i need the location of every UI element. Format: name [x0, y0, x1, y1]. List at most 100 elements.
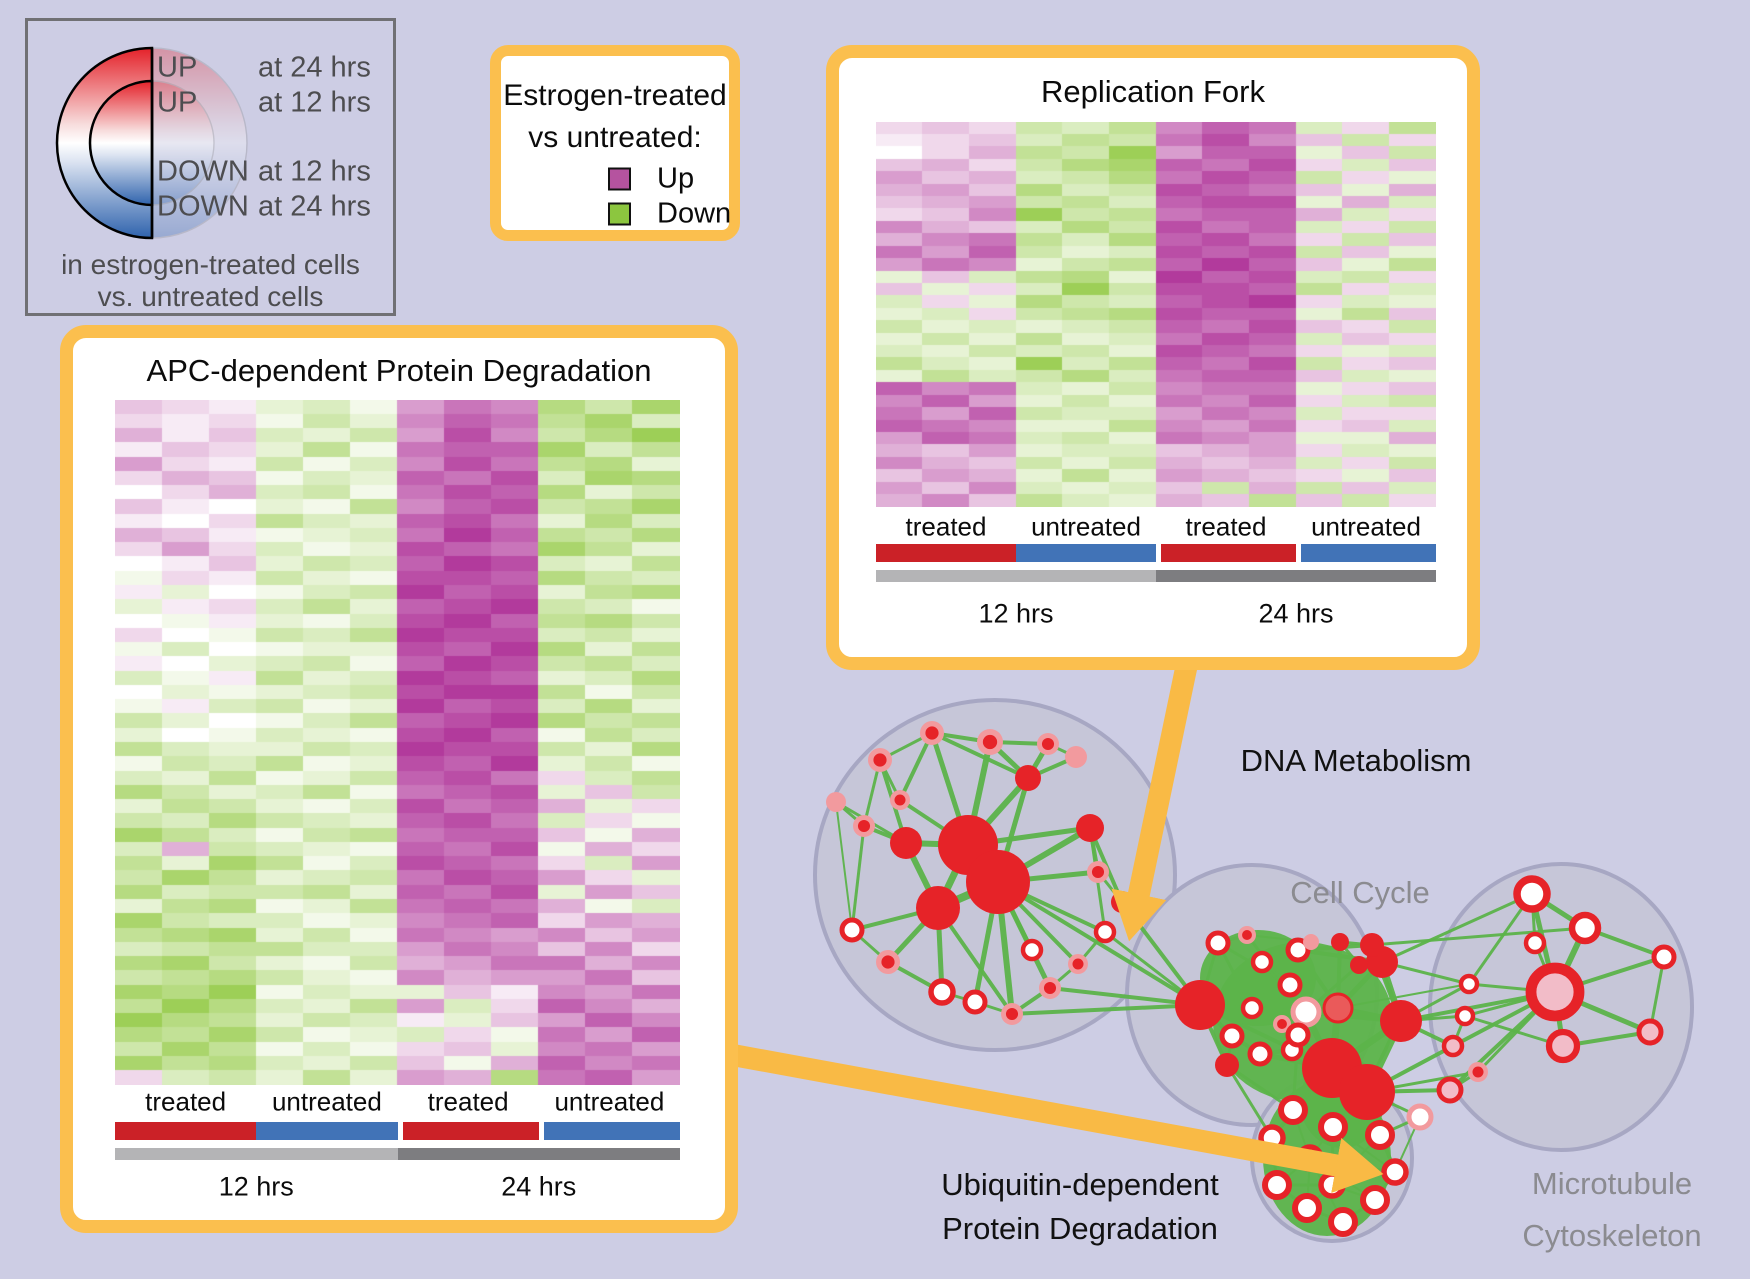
- condition-bar-treated: [1161, 544, 1296, 562]
- gene-node-ring: [1277, 972, 1303, 998]
- cluster-label-ubiquitin-protein-degradation: Ubiquitin-dependent: [941, 1167, 1219, 1202]
- gene-node-ring: [1285, 1022, 1311, 1048]
- apc-heatmap: [115, 400, 680, 1085]
- gene-node-ring: [1458, 973, 1480, 995]
- gene-node-ring: [1523, 931, 1547, 955]
- gene-node-ring: [1205, 930, 1231, 956]
- direction-label: UP: [157, 51, 198, 84]
- condition-label: treated: [1185, 511, 1267, 542]
- gene-node-ring: [1318, 1171, 1346, 1199]
- gene-node-halo-core: [982, 734, 998, 750]
- gene-node-pale-ring: [1290, 996, 1322, 1028]
- down-color-swatch: [608, 202, 631, 226]
- network-edge: [996, 880, 1202, 1007]
- gene-node-pale-ring: [1406, 1103, 1434, 1131]
- gene-node-halo-core: [1242, 930, 1252, 940]
- gene-node-ring: [928, 978, 956, 1006]
- gene-node-halo-core: [894, 794, 906, 806]
- direction-label: DOWN: [157, 155, 249, 188]
- time-label: at 24 hrs: [258, 51, 371, 84]
- condition-label: untreated: [271, 1086, 382, 1117]
- gene-node-solid: [966, 850, 1030, 914]
- gene-node-ring-pink: [1441, 1034, 1465, 1058]
- network-edge: [898, 732, 934, 801]
- gene-node-solid: [1215, 1053, 1239, 1077]
- condition-bar-treated: [115, 1122, 257, 1140]
- condition-bar-untreated: [1016, 544, 1156, 562]
- gene-node-ring: [1292, 1193, 1322, 1223]
- gene-node-ring: [1568, 911, 1602, 945]
- time-bar-12hrs: [876, 570, 1156, 582]
- network-edge: [1337, 983, 1470, 1009]
- replication-fork-panel: Replication Fork treated untreated treated…: [826, 45, 1480, 670]
- gene-node-ring: [1093, 920, 1117, 944]
- time-label: at 12 hrs: [258, 155, 371, 188]
- condition-bar-untreated: [543, 1122, 680, 1140]
- gene-node-solid: [1331, 933, 1349, 951]
- network-edge: [1049, 986, 1201, 1007]
- gene-node-halo-core: [873, 753, 887, 767]
- time-span-label: 12 hrs: [978, 598, 1054, 629]
- gene-node-solid: [1360, 933, 1384, 957]
- gene-node-solid: [1339, 1064, 1395, 1120]
- time-bar-12hrs: [115, 1148, 398, 1160]
- up-color-swatch: [608, 167, 631, 191]
- gene-node-ring: [1651, 944, 1677, 970]
- cluster-label-cell-cycle: Cell Cycle: [1290, 875, 1430, 910]
- direction-label: DOWN: [157, 190, 249, 223]
- gene-node-solid: [890, 827, 922, 859]
- time-label: at 12 hrs: [258, 86, 371, 119]
- apc-title: APC-dependent Protein Degradation: [146, 353, 652, 388]
- gene-node-ring: [962, 989, 988, 1015]
- gene-node-light-red: [1322, 992, 1354, 1024]
- network-edge: [835, 801, 853, 931]
- gene-node-solid: [916, 886, 960, 930]
- gene-node-ring: [1219, 1023, 1245, 1049]
- time-span-label: 24 hrs: [1258, 598, 1334, 629]
- condition-bar-untreated: [1301, 544, 1436, 562]
- up-label: Up: [657, 162, 695, 195]
- gene-node-ring-pink: [1436, 1076, 1464, 1104]
- gene-node-ring: [1365, 1120, 1395, 1150]
- condition-label: untreated: [554, 1086, 665, 1117]
- gene-node-ring: [1513, 875, 1551, 913]
- gene-node-halo-core: [1072, 958, 1084, 970]
- cluster-label-microtubule-cytoskeleton: Microtubule: [1532, 1166, 1692, 1201]
- gene-node-halo-core: [925, 726, 939, 740]
- legend-footer-line2: vs. untreated cells: [97, 281, 324, 312]
- gene-node-ring: [1454, 1005, 1476, 1027]
- replication-fork-title: Replication Fork: [1041, 74, 1265, 109]
- gene-node-ring: [1278, 1095, 1308, 1125]
- condition-label: treated: [905, 511, 987, 542]
- network-edge: [1371, 926, 1586, 947]
- gene-node-solid: [1350, 956, 1368, 974]
- time-label: at 24 hrs: [258, 190, 371, 223]
- gene-node-ring: [1328, 1207, 1358, 1237]
- gene-node-solid: [1076, 814, 1104, 842]
- gene-node-halo-core: [1041, 737, 1055, 751]
- gene-node-ring: [1318, 1112, 1348, 1142]
- time-bar-24hrs: [1156, 570, 1436, 582]
- time-span-label: 12 hrs: [218, 1171, 294, 1202]
- condition-label: treated: [427, 1086, 509, 1117]
- gene-node-ring: [839, 917, 865, 943]
- network-edge: [1381, 892, 1533, 964]
- panel-to-cluster-arrow-0: [1111, 637, 1203, 942]
- gene-node-ring: [1247, 1041, 1273, 1067]
- gene-node-halo-core: [857, 819, 871, 833]
- concentric-rings-icon: [55, 46, 248, 240]
- estrogen-legend: Estrogen-treated vs untreated: Up Down: [490, 45, 740, 241]
- panel-to-cluster-arrow-1: [698, 1038, 1384, 1194]
- network-edge: [850, 825, 866, 931]
- estrogen-legend-title-line2: vs untreated:: [528, 121, 702, 154]
- gene-node-ring: [1020, 938, 1044, 962]
- gene-node-ring: [1250, 950, 1274, 974]
- gene-node-ring: [1285, 937, 1311, 963]
- gene-node-halo-core: [1091, 865, 1105, 879]
- gene-node-ring-pink: [1545, 1028, 1581, 1064]
- condition-label: treated: [145, 1086, 227, 1117]
- condition-label: untreated: [1311, 511, 1421, 542]
- gene-node-halo-core: [881, 955, 895, 969]
